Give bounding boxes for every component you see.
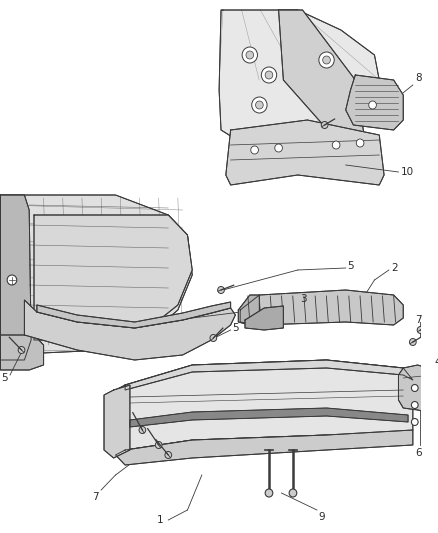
Circle shape [261, 67, 277, 83]
Circle shape [251, 146, 258, 154]
Polygon shape [37, 302, 231, 328]
Text: 5: 5 [1, 373, 8, 383]
Circle shape [265, 489, 273, 497]
Circle shape [323, 56, 330, 64]
Circle shape [155, 441, 162, 448]
Text: 8: 8 [415, 73, 421, 83]
Text: 1: 1 [157, 515, 163, 525]
Circle shape [265, 71, 273, 79]
Circle shape [242, 47, 258, 63]
Polygon shape [34, 215, 192, 340]
Polygon shape [346, 75, 403, 130]
Text: 9: 9 [319, 512, 325, 522]
Polygon shape [238, 295, 259, 325]
Circle shape [410, 338, 416, 345]
Polygon shape [116, 430, 413, 465]
Polygon shape [226, 120, 384, 185]
Polygon shape [25, 300, 235, 360]
Circle shape [210, 335, 217, 342]
Text: 5: 5 [233, 323, 239, 333]
Polygon shape [279, 10, 365, 145]
Circle shape [369, 101, 376, 109]
Text: 5: 5 [348, 261, 354, 271]
Polygon shape [130, 408, 408, 427]
Circle shape [165, 451, 172, 458]
Polygon shape [0, 195, 31, 360]
Circle shape [255, 101, 263, 109]
Circle shape [417, 327, 424, 334]
Circle shape [218, 287, 224, 294]
Text: 7: 7 [415, 315, 421, 325]
Circle shape [332, 141, 340, 149]
Circle shape [319, 52, 334, 68]
Polygon shape [125, 360, 413, 390]
Polygon shape [399, 365, 432, 412]
Circle shape [246, 51, 254, 59]
Circle shape [411, 418, 418, 425]
Polygon shape [245, 306, 283, 330]
Polygon shape [116, 360, 413, 450]
Text: 10: 10 [400, 167, 413, 177]
Circle shape [356, 139, 364, 147]
Circle shape [18, 346, 25, 353]
Polygon shape [219, 10, 379, 145]
Text: 7: 7 [92, 492, 99, 502]
Text: 4: 4 [434, 357, 438, 367]
Circle shape [411, 401, 418, 408]
Text: 2: 2 [391, 263, 397, 273]
Polygon shape [0, 195, 192, 355]
Circle shape [252, 97, 267, 113]
Polygon shape [240, 290, 403, 325]
Polygon shape [0, 335, 44, 370]
Circle shape [289, 489, 297, 497]
Circle shape [411, 384, 418, 392]
Circle shape [275, 144, 283, 152]
Polygon shape [104, 385, 130, 458]
Text: 6: 6 [415, 448, 421, 458]
Circle shape [7, 275, 17, 285]
Text: 3: 3 [300, 294, 306, 304]
Circle shape [321, 122, 328, 128]
Circle shape [139, 426, 146, 433]
